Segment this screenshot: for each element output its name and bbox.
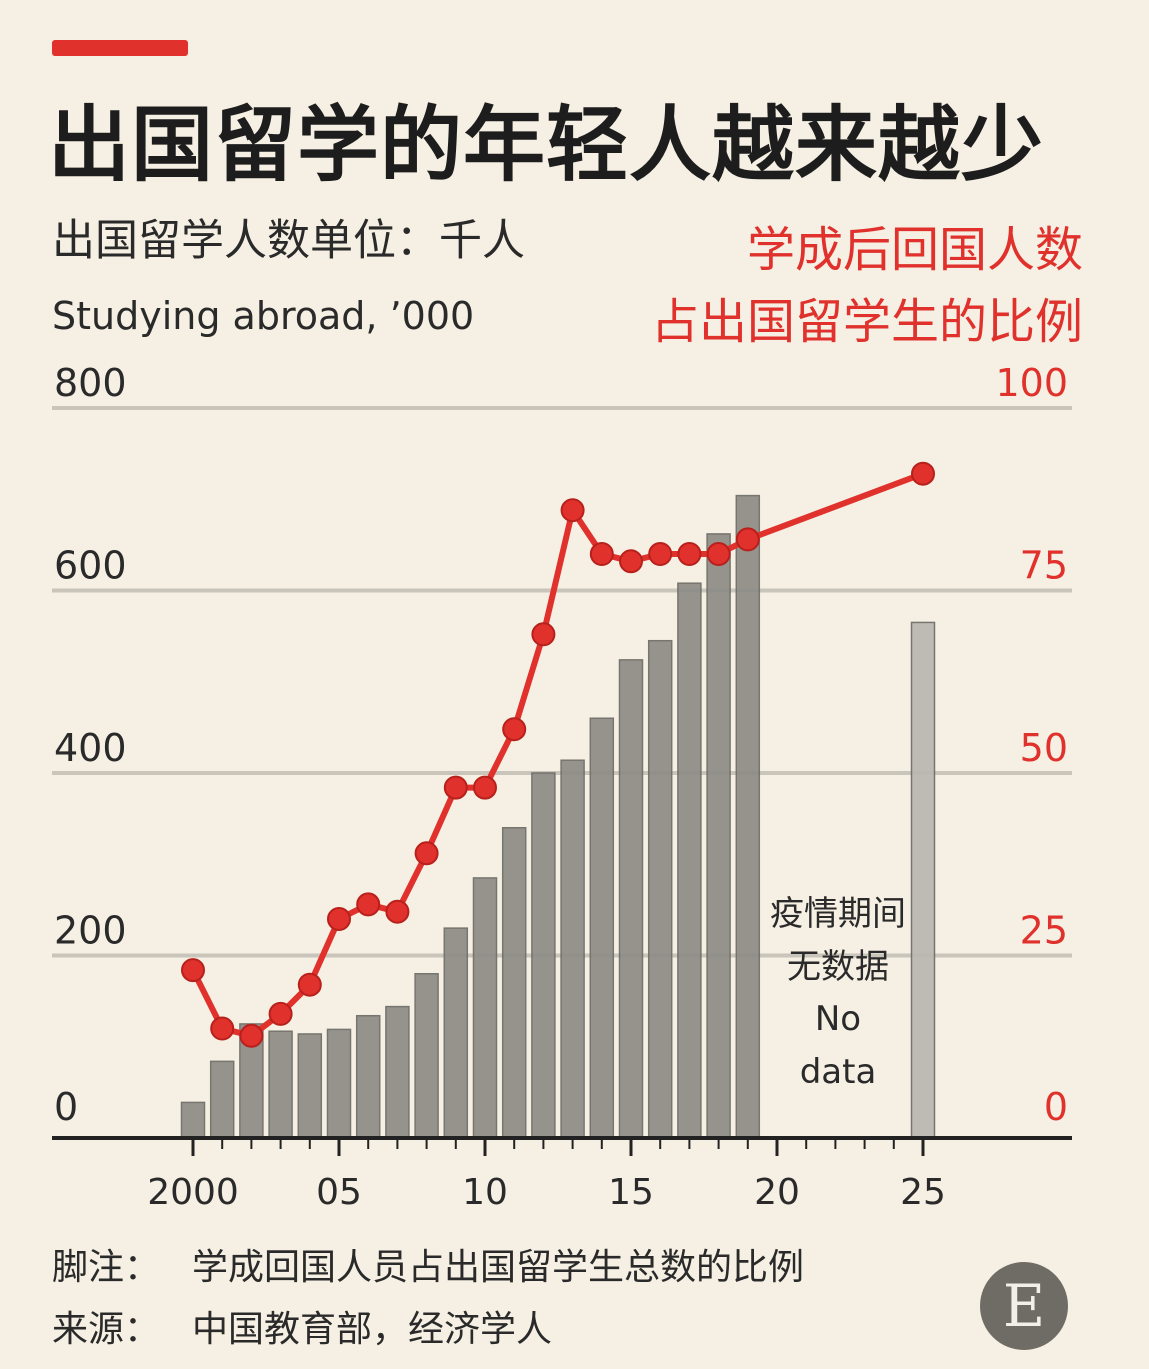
footnote-text: 学成回国人员占出国留学生总数的比例 [192, 1247, 805, 1288]
source-label: 来源： [52, 1309, 161, 1350]
bar [180, 1101, 206, 1139]
y-right-tick-label: 50 [1020, 726, 1068, 770]
source: 来源： 中国教育部，经济学人 [52, 1300, 552, 1352]
line-point [181, 958, 205, 983]
line-point [502, 717, 527, 742]
line-point [677, 542, 702, 566]
bar [385, 1005, 410, 1139]
line-point [911, 461, 935, 486]
accent-bar [52, 40, 188, 56]
bar [677, 582, 702, 1139]
y-right-tick-label: 0 [1044, 1085, 1068, 1129]
footnote-label: 脚注： [52, 1247, 161, 1288]
bar [326, 1028, 352, 1139]
line-point [735, 527, 760, 552]
y-left-tick-label: 600 [54, 544, 127, 588]
line-point [297, 972, 322, 997]
x-tick-label: 25 [900, 1172, 946, 1213]
x-tick-label: 10 [462, 1172, 508, 1213]
bar [297, 1033, 323, 1139]
right-axis-title-line1: 学成后回国人数 [746, 222, 1083, 278]
line-point [210, 1016, 235, 1041]
bar [647, 639, 673, 1139]
bar [268, 1030, 293, 1139]
x-tick-label: 15 [608, 1172, 654, 1213]
economist-logo: E [980, 1262, 1068, 1350]
bar [209, 1060, 235, 1139]
y-left-tick-label: 0 [54, 1085, 78, 1129]
line-point [473, 775, 497, 800]
bar [501, 827, 527, 1139]
y-left-tick-label: 200 [54, 909, 127, 953]
y-right-tick-label: 25 [1020, 909, 1068, 953]
x-tick-label: 2000 [147, 1172, 239, 1213]
x-tick-label: 20 [754, 1172, 800, 1213]
y-left-tick-label: 800 [54, 361, 127, 405]
bar [472, 877, 498, 1139]
bar [589, 717, 615, 1139]
bar [706, 533, 731, 1139]
bar [531, 772, 556, 1139]
bar [414, 973, 439, 1139]
left-axis-title-en: Studying abroad, ’000 [52, 294, 475, 338]
x-tick-label: 05 [316, 1172, 362, 1213]
bar [735, 494, 761, 1139]
bar [618, 659, 644, 1139]
no-data-line: 疫情期间 [770, 894, 906, 934]
line-point [706, 542, 731, 566]
y-right-tick-label: 100 [995, 361, 1068, 405]
line-point [589, 542, 614, 566]
line-point [443, 775, 468, 800]
line-point [385, 899, 410, 924]
right-axis-title-line2: 占出国留学生的比例 [650, 294, 1083, 350]
no-data-line: data [799, 1052, 877, 1093]
bar [443, 927, 469, 1139]
no-data-note: 疫情期间 无数据 No data [758, 888, 918, 1099]
y-left-tick-label: 400 [54, 726, 127, 770]
y-right-tick-label: 75 [1020, 544, 1068, 588]
left-axis-title: 出国留学人数单位：千人 [52, 216, 525, 266]
line-point [268, 1001, 293, 1026]
source-text: 中国教育部，经济学人 [192, 1309, 553, 1350]
bar [355, 1014, 381, 1139]
line-point [531, 622, 556, 647]
right-axis-title: 学成后回国人数 占出国留学生的比例 [651, 214, 1083, 358]
line-point [648, 542, 673, 566]
chart-title: 出国留学的年轻人越来越少 [48, 98, 1045, 193]
line-point [239, 1023, 264, 1048]
line-point [560, 498, 585, 523]
no-data-line: No [814, 999, 862, 1040]
bar [560, 759, 585, 1139]
line-point [356, 892, 381, 917]
line-point [619, 549, 643, 574]
line-point [327, 907, 351, 931]
line-point [414, 841, 439, 866]
no-data-line: 无数据 [787, 946, 889, 987]
footnote: 脚注： 学成回国人员占出国留学生总数的比例 [52, 1238, 804, 1290]
